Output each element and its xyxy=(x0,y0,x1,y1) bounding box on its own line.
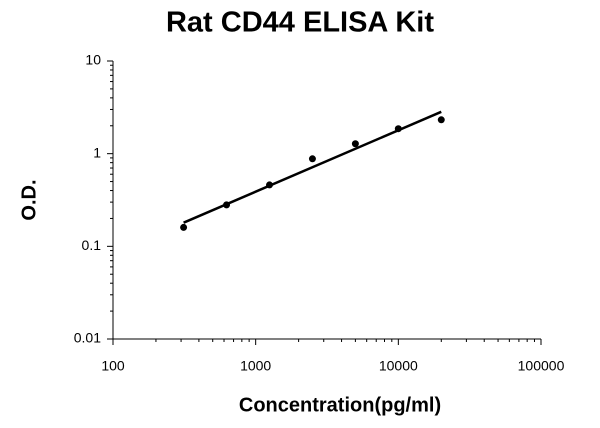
fit-line xyxy=(183,110,442,224)
y-axis-label: O.D. xyxy=(18,179,40,220)
data-point xyxy=(394,125,402,133)
x-axis-label: Concentration(pg/ml) xyxy=(239,394,441,416)
x-tick-label: 100 xyxy=(101,358,125,374)
data-point xyxy=(351,140,359,148)
x-tick-label: 10000 xyxy=(379,358,418,374)
data-point xyxy=(180,223,188,231)
data-point xyxy=(223,201,231,209)
y-tick-label: 10 xyxy=(85,52,101,68)
data-point xyxy=(265,181,273,189)
data-point xyxy=(308,155,316,163)
x-tick-label: 100000 xyxy=(518,358,565,374)
y-tick-label: 0.01 xyxy=(74,330,101,346)
y-tick-label: 0.1 xyxy=(82,237,102,253)
y-tick-label: 1 xyxy=(93,144,101,160)
x-tick-label: 1000 xyxy=(240,358,271,374)
data-point xyxy=(437,116,445,124)
chart-title: Rat CD44 ELISA Kit xyxy=(166,7,434,39)
